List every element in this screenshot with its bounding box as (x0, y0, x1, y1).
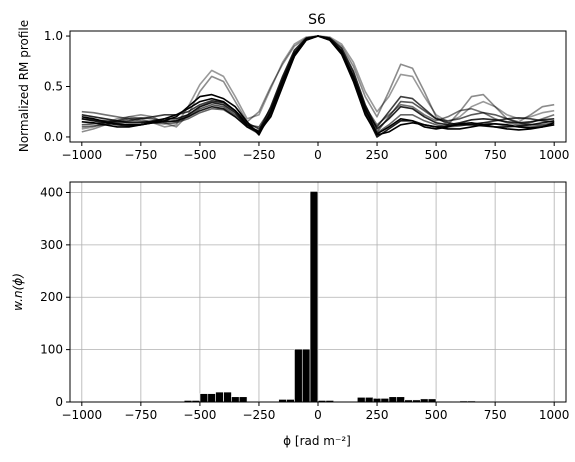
bottom-x-tick-label: 500 (425, 408, 448, 422)
bottom-y-tick-label: 100 (40, 343, 63, 357)
histogram-bar (294, 348, 303, 403)
bottom-x-tick-label: −250 (242, 408, 275, 422)
top-x-tick-label: 1000 (539, 148, 570, 162)
bottom-y-axis: 0 100 200 300 400 (40, 185, 70, 409)
top-y-tick-label: 0.0 (44, 130, 63, 144)
bottom-x-tick-label: 250 (366, 408, 389, 422)
histogram-bar (372, 398, 382, 403)
histogram-bar (396, 396, 405, 403)
bottom-x-axis: −1000 −750 −500 −250 0 250 500 750 1000 (62, 402, 570, 422)
bottom-y-tick-label: 200 (40, 290, 63, 304)
top-x-tick-label: 0 (314, 148, 322, 162)
top-x-axis: −1000 −750 −500 −250 0 250 500 750 1000 (62, 142, 570, 162)
top-x-tick-label: 250 (366, 148, 389, 162)
bottom-y-tick-label: 0 (55, 395, 63, 409)
bottom-x-tick-label: −1000 (62, 408, 103, 422)
histogram-bar (199, 393, 209, 403)
top-x-tick-label: −750 (124, 148, 157, 162)
bottom-y-axis-label: w.n(ϕ) (11, 273, 25, 311)
bottom-x-axis-label: ϕ [rad m⁻²] (283, 434, 351, 448)
top-y-tick-label: 0.5 (44, 80, 63, 94)
rm-profile-lines (81, 35, 555, 138)
top-y-tick-label: 1.0 (44, 29, 63, 43)
bottom-x-tick-label: −500 (183, 408, 216, 422)
rm-profile-line-10 (81, 35, 555, 138)
bottom-x-tick-label: −750 (124, 408, 157, 422)
top-x-tick-label: −250 (242, 148, 275, 162)
top-y-axis: 0.0 0.5 1.0 (44, 29, 70, 144)
bottom-y-tick-label: 400 (40, 185, 63, 199)
histogram-subplot: −1000 −750 −500 −250 0 250 500 750 1000 0 100 200 3… (11, 181, 570, 448)
top-x-tick-label: 750 (484, 148, 507, 162)
histogram-bar (309, 191, 319, 403)
top-x-tick-label: 500 (425, 148, 448, 162)
histogram-bar (207, 393, 216, 403)
histogram-bar (388, 396, 398, 403)
histogram-bar (301, 348, 311, 403)
histogram-bar (231, 396, 240, 403)
top-chart-title: S6 (308, 12, 326, 28)
top-y-axis-label: Normalized RM profile (17, 20, 31, 152)
histogram-bar (356, 396, 366, 403)
top-x-tick-label: −1000 (62, 148, 103, 162)
bottom-y-tick-label: 300 (40, 238, 63, 252)
bottom-x-tick-label: 750 (484, 408, 507, 422)
histogram-bar (223, 391, 232, 403)
bottom-x-tick-label: 0 (314, 408, 322, 422)
top-x-tick-label: −500 (183, 148, 216, 162)
rm-profile-subplot: S6 −1000 −750 −500 −250 0 250 500 750 1000 0.00.… (17, 12, 569, 162)
histogram-bar (380, 398, 390, 403)
histogram-bar (215, 391, 224, 403)
histogram-bar (238, 396, 248, 403)
bottom-x-tick-label: 1000 (539, 408, 570, 422)
histogram-bar (365, 396, 374, 403)
